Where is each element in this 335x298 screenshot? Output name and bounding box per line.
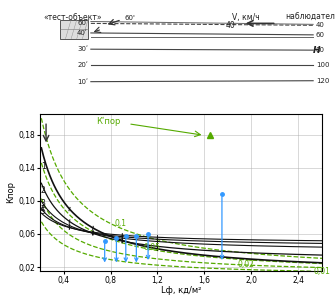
Text: 80: 80 <box>316 47 325 53</box>
Text: 40ʹ: 40ʹ <box>77 30 88 36</box>
Text: 60: 60 <box>316 32 325 38</box>
Text: 0,1: 0,1 <box>114 219 126 228</box>
Text: 100: 100 <box>316 62 329 69</box>
Text: 2: 2 <box>40 186 45 195</box>
X-axis label: Lф, кд/м²: Lф, кд/м² <box>161 286 201 295</box>
Text: 40: 40 <box>226 21 236 30</box>
Bar <box>60 20 88 39</box>
Y-axis label: Кпор: Кпор <box>7 181 15 204</box>
Text: наблюдатель: наблюдатель <box>285 13 335 22</box>
Text: 4: 4 <box>40 205 45 214</box>
Text: V, км/ч: V, км/ч <box>231 13 259 22</box>
Text: 20ʹ: 20ʹ <box>77 62 88 69</box>
Text: 0,02: 0,02 <box>237 260 254 269</box>
Text: 3: 3 <box>40 199 45 208</box>
Text: «тест-объект»: «тест-объект» <box>43 13 102 22</box>
Text: 30ʹ: 30ʹ <box>77 46 88 52</box>
Text: 0,05: 0,05 <box>143 243 160 252</box>
Text: Кʹпор: Кʹпор <box>96 117 121 126</box>
Text: 0,01: 0,01 <box>314 267 330 276</box>
Text: 60ʹ: 60ʹ <box>77 20 88 27</box>
Text: 120: 120 <box>316 78 329 84</box>
Text: 40: 40 <box>316 22 325 28</box>
Text: 5: 5 <box>40 207 45 216</box>
Text: 10ʹ: 10ʹ <box>77 79 88 85</box>
Text: 60': 60' <box>125 15 135 21</box>
Text: 1: 1 <box>41 162 46 171</box>
Text: H: H <box>313 46 321 55</box>
